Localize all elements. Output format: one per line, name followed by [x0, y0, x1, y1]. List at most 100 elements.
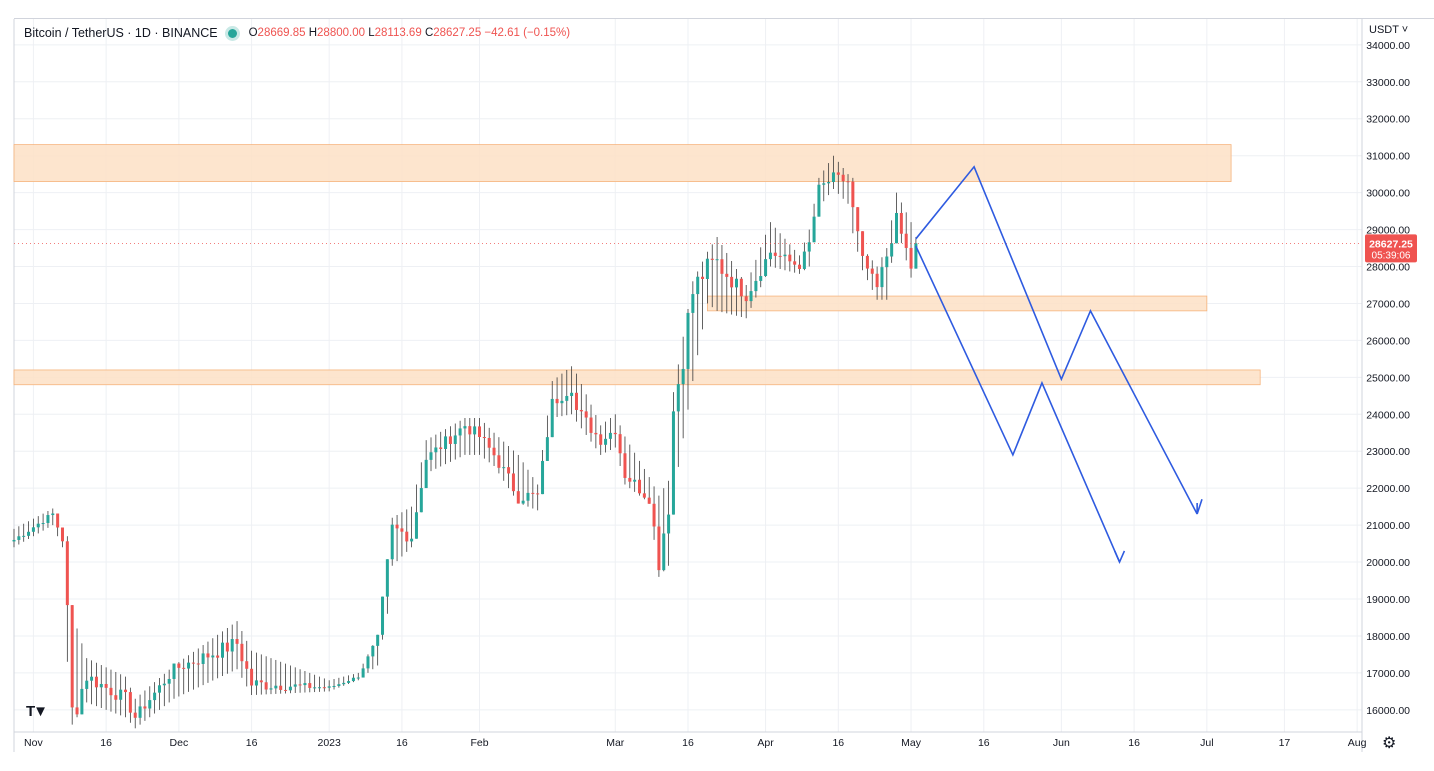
candle-body — [356, 677, 360, 679]
candle-body — [444, 436, 448, 449]
candle-body — [172, 663, 176, 679]
candle-body — [17, 536, 21, 540]
candle-body — [308, 683, 312, 688]
tradingview-logo-icon[interactable]: T▼ — [26, 703, 48, 720]
candle-body — [836, 172, 840, 175]
candle-body — [201, 653, 205, 664]
open-value: 28669.85 — [257, 27, 306, 39]
price-tick-label: 32000.00 — [1366, 114, 1410, 126]
candle-body — [167, 678, 171, 684]
candle-body — [914, 243, 918, 269]
candle-body — [798, 264, 802, 269]
candle-body — [153, 692, 157, 701]
candle-body — [124, 689, 128, 693]
candle-body — [851, 181, 855, 208]
time-tick-label: 16 — [682, 737, 694, 749]
projection-arrowhead — [1196, 499, 1203, 515]
candle-body — [429, 452, 433, 460]
candle-body — [119, 689, 123, 700]
candle-body — [613, 432, 617, 435]
candle-body — [734, 278, 738, 288]
candle-body — [327, 686, 331, 688]
candle-body — [720, 259, 724, 274]
candle-body — [768, 252, 772, 260]
time-tick-label: Aug — [1348, 737, 1367, 749]
time-tick-label: Feb — [470, 737, 488, 749]
candle-body — [841, 174, 845, 182]
candle-body — [676, 384, 680, 412]
projection-path — [915, 165, 1198, 515]
time-tick-label: Mar — [606, 737, 625, 749]
close-value: 28627.25 — [433, 27, 482, 39]
candle-body — [240, 643, 244, 662]
candle-body — [754, 280, 758, 292]
candle-body — [322, 687, 326, 689]
time-tick-label: 16 — [246, 737, 258, 749]
candle-body — [473, 426, 477, 435]
candle-body — [157, 685, 161, 693]
candle-body — [730, 276, 734, 288]
candle-body — [642, 493, 646, 498]
candle-body — [560, 400, 564, 404]
candle-body — [225, 642, 229, 652]
candle-body — [60, 527, 64, 542]
price-tick-label: 23000.00 — [1366, 446, 1410, 458]
candle-body — [477, 426, 481, 438]
candle-body — [337, 684, 341, 687]
candle-body — [667, 514, 671, 534]
ohlc-readout: O28669.85 H28800.00 L28113.69 C28627.25 … — [248, 27, 571, 39]
candle-body — [865, 255, 869, 269]
time-tick-label: Jun — [1053, 737, 1070, 749]
currency-selector[interactable]: USDT ˅ — [1369, 24, 1409, 36]
candle-body — [773, 252, 777, 256]
price-tick-label: 34000.00 — [1366, 40, 1410, 52]
candle-body — [686, 312, 690, 369]
candle-body — [264, 682, 268, 690]
time-tick-label: 16 — [1128, 737, 1140, 749]
candle-body — [638, 479, 642, 494]
candle-body — [710, 258, 714, 260]
candle-body — [381, 596, 385, 635]
candle-body — [579, 409, 583, 412]
candle-body — [778, 255, 782, 257]
candle-body — [274, 685, 278, 689]
candle-body — [657, 526, 661, 571]
candle-body — [31, 527, 35, 532]
candle-body — [293, 684, 297, 687]
candle-body — [904, 233, 908, 248]
candle-body — [526, 492, 530, 501]
time-tick-label: Jul — [1200, 737, 1213, 749]
candle-body — [885, 256, 889, 268]
support-resistance-zone — [706, 295, 1208, 312]
time-tick-label: Dec — [170, 737, 189, 749]
candle-body — [211, 655, 215, 658]
bar-countdown-label: 05:39:06 — [1372, 250, 1411, 261]
time-tick-label: 16 — [100, 737, 112, 749]
candle-body — [453, 435, 457, 444]
candle-body — [206, 653, 210, 658]
candle-body — [628, 477, 632, 482]
candle-body — [652, 503, 656, 527]
candle-body — [846, 181, 850, 183]
candle-body — [895, 212, 899, 244]
candle-body — [594, 432, 598, 435]
low-value: 28113.69 — [374, 27, 422, 39]
candle-body — [618, 434, 622, 454]
time-tick-label: Apr — [757, 737, 774, 749]
candle-body — [817, 184, 821, 217]
candle-body — [162, 683, 166, 686]
candle-body — [313, 687, 317, 689]
time-tick-label: 16 — [396, 737, 408, 749]
candle-body — [376, 634, 380, 646]
gear-icon[interactable]: ⚙ — [1382, 735, 1397, 752]
candle-body — [148, 700, 152, 709]
candle-body — [332, 686, 336, 688]
symbol-title[interactable]: Bitcoin / TetherUS · 1D · BINANCE — [24, 26, 218, 40]
candle-body — [574, 392, 578, 410]
price-tick-label: 27000.00 — [1366, 298, 1410, 310]
candle-body — [177, 663, 181, 668]
candle-body — [12, 539, 16, 542]
candle-body — [507, 467, 511, 474]
candle-body — [27, 531, 31, 536]
